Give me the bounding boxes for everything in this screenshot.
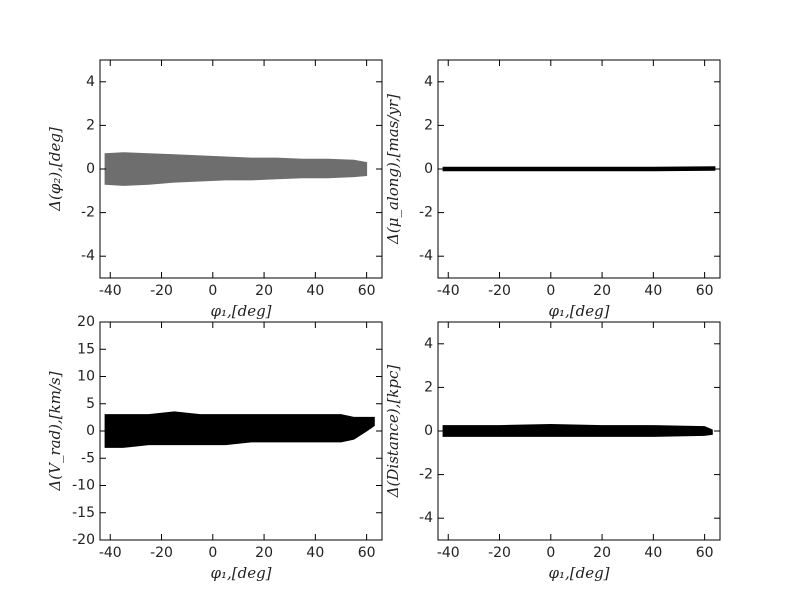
y-tick-label: -5	[81, 450, 95, 466]
y-tick-label: 20	[77, 314, 95, 330]
y-tick-label: -4	[419, 510, 433, 526]
x-tick-label: 20	[593, 545, 611, 561]
x-tick-label: 40	[306, 283, 324, 299]
y-tick-label: -4	[81, 248, 95, 264]
x-tick-label: 0	[208, 545, 217, 561]
y-tick-label: 0	[424, 161, 433, 177]
x-axis-label: φ₁,[deg]	[210, 302, 271, 320]
x-tick-label: -40	[437, 545, 460, 561]
y-tick-label: 5	[86, 396, 95, 412]
x-tick-label: -40	[99, 283, 122, 299]
y-axis-label: Δ(Distance),[kpc]	[384, 365, 402, 499]
x-tick-label: 0	[208, 283, 217, 299]
x-tick-label: 60	[696, 545, 714, 561]
x-tick-label: 60	[358, 545, 376, 561]
y-tick-label: 4	[424, 336, 433, 352]
y-tick-label: -15	[72, 505, 95, 521]
y-tick-label: -2	[419, 205, 433, 221]
x-axis-label: φ₁,[deg]	[548, 564, 609, 582]
data-band	[104, 152, 368, 186]
y-axis-label: Δ(V_rad),[km/s]	[46, 371, 64, 491]
data-band	[442, 166, 716, 172]
data-band	[104, 411, 375, 448]
y-axis-label: Δ(φ₂),[deg]	[46, 127, 64, 212]
x-tick-label: 60	[696, 283, 714, 299]
y-tick-label: 2	[424, 379, 433, 395]
y-tick-label: 15	[77, 341, 95, 357]
x-tick-label: -20	[488, 283, 511, 299]
y-tick-label: -4	[419, 248, 433, 264]
y-tick-label: 4	[86, 74, 95, 90]
data-band	[442, 423, 713, 437]
y-tick-label: 4	[424, 74, 433, 90]
y-tick-label: 2	[424, 117, 433, 133]
x-axis-label: φ₁,[deg]	[210, 564, 271, 582]
y-tick-label: 0	[424, 423, 433, 439]
x-tick-label: 20	[255, 545, 273, 561]
y-tick-label: 0	[86, 161, 95, 177]
y-axis-label: Δ(μ_along),[mas/yr]	[384, 94, 402, 245]
y-tick-label: 10	[77, 369, 95, 385]
y-tick-label: -10	[72, 478, 95, 494]
x-tick-label: 20	[593, 283, 611, 299]
y-tick-label: 2	[86, 117, 95, 133]
x-tick-label: 60	[358, 283, 376, 299]
x-axis-label: φ₁,[deg]	[548, 302, 609, 320]
x-tick-label: -20	[150, 545, 173, 561]
y-tick-label: -2	[419, 467, 433, 483]
x-tick-label: 40	[644, 283, 662, 299]
y-tick-label: -20	[72, 532, 95, 548]
y-tick-label: 0	[86, 423, 95, 439]
x-tick-label: 0	[546, 545, 555, 561]
x-tick-label: -40	[437, 283, 460, 299]
y-tick-label: -2	[81, 205, 95, 221]
x-tick-label: -20	[150, 283, 173, 299]
x-tick-label: -20	[488, 545, 511, 561]
x-tick-label: 0	[546, 283, 555, 299]
x-tick-label: -40	[99, 545, 122, 561]
x-tick-label: 40	[306, 545, 324, 561]
x-tick-label: 20	[255, 283, 273, 299]
x-tick-label: 40	[644, 545, 662, 561]
